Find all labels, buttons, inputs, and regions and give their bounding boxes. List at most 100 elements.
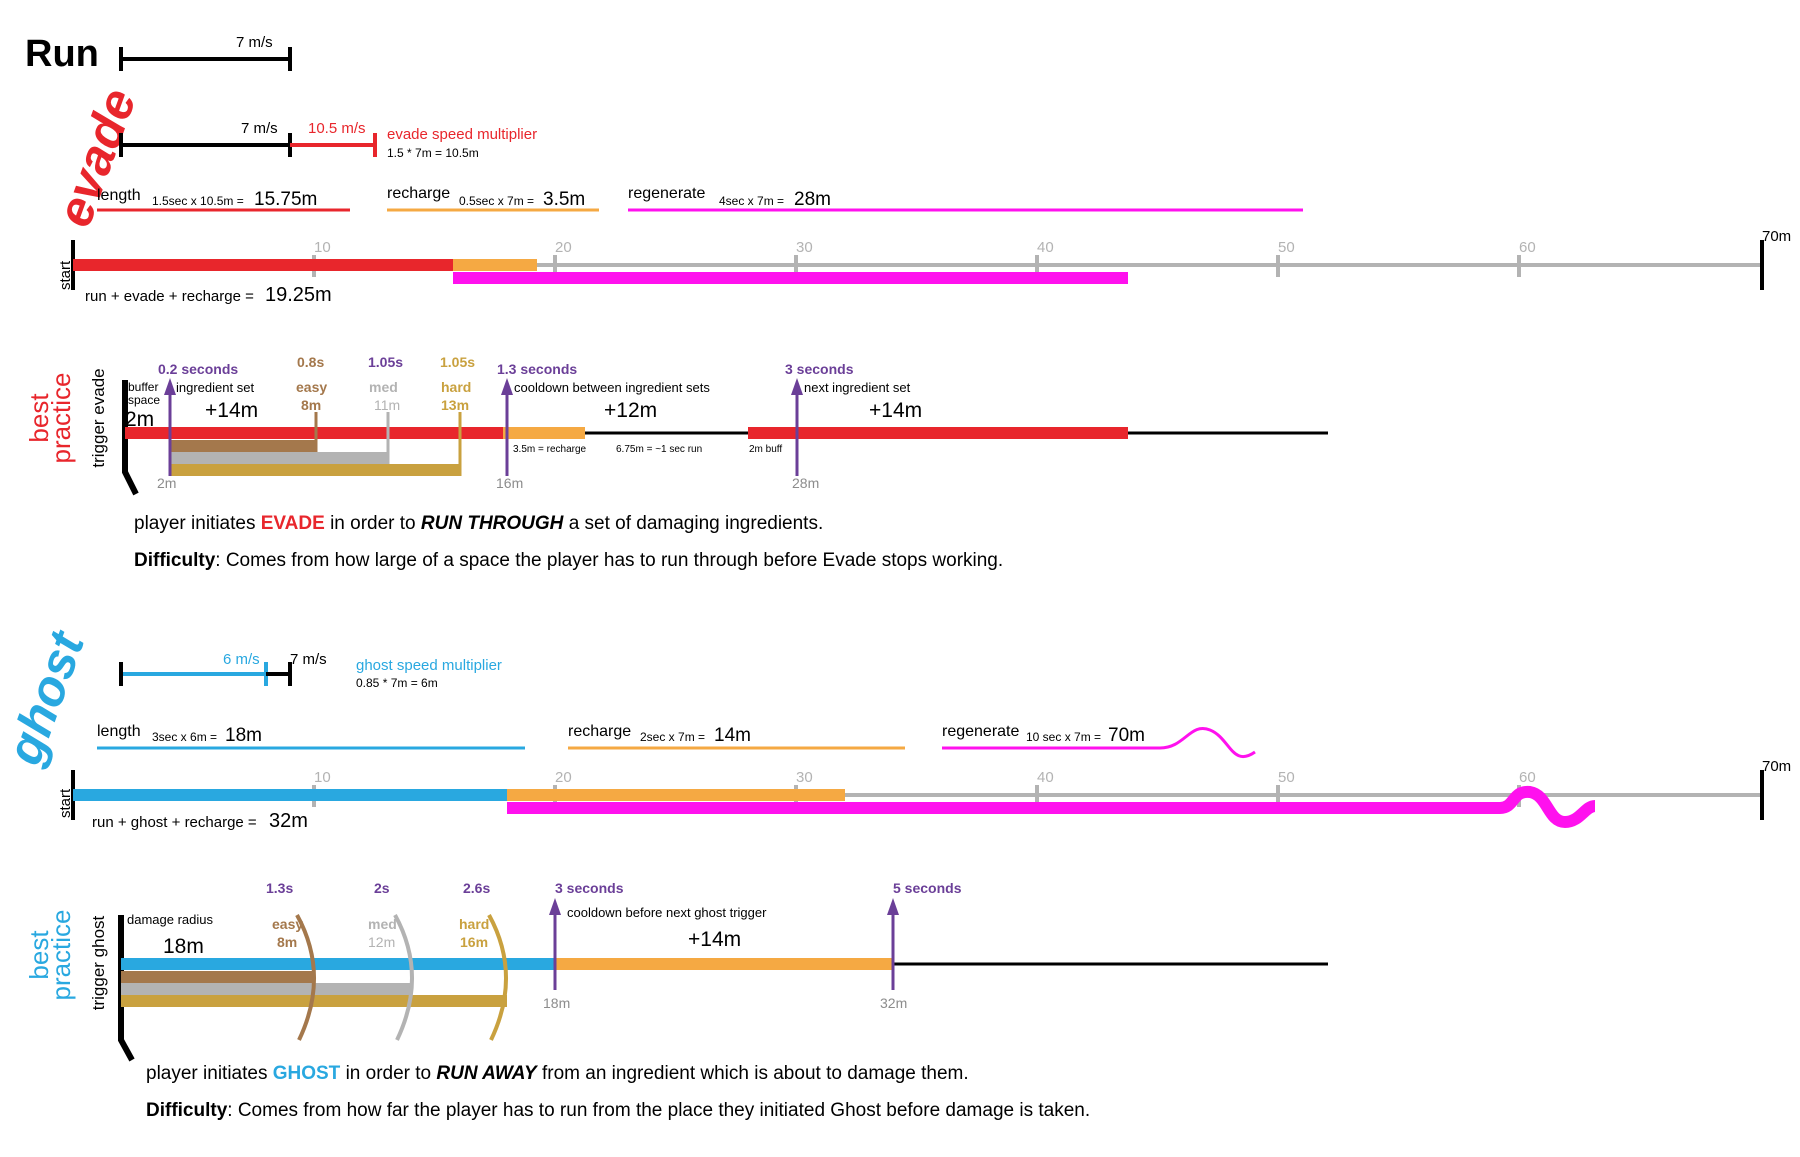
evade-pos-2: 16m: [496, 475, 523, 491]
evade-total-value: 19.25m: [265, 284, 332, 306]
evade-buffer-line2: space: [128, 393, 160, 407]
evade-t1-time: 0.2 seconds: [158, 361, 238, 377]
evade-length-bar: [73, 259, 453, 271]
evade-best-practice-section: best practice trigger evade buffer space…: [24, 354, 1328, 571]
evade-easy-time: 0.8s: [297, 354, 324, 370]
evade-trigger-marker: [122, 380, 139, 496]
ghost-tick-label-50: 50: [1278, 769, 1295, 786]
evade-total-formula: run + evade + recharge =: [85, 288, 254, 305]
evade-tick-label-30: 30: [796, 239, 813, 256]
ghost-total-formula: run + ghost + recharge =: [92, 814, 257, 831]
evade-buff-note: 2m buff: [749, 444, 782, 455]
ghost-difficulty-label: Difficulty: [146, 1100, 228, 1121]
evade-t2-time: 1.3 seconds: [497, 361, 577, 377]
ghost-easy-arc: [295, 914, 316, 1041]
evade-arrow-3-head: [791, 378, 803, 395]
evade-tick-label-60: 60: [1519, 239, 1536, 256]
evade-pos-1: 2m: [157, 475, 176, 491]
ghost-regenerate-formula: 10 sec x 7m =: [1026, 730, 1101, 744]
evade-multiplier-title: evade speed multiplier: [387, 126, 537, 143]
evade-recharge-bar: [453, 259, 537, 271]
evade-med-dist: 11m: [374, 397, 400, 413]
ghost-arrow-1-head: [549, 898, 561, 915]
ghost-regenerate-label: regenerate: [942, 723, 1019, 740]
ghost-med-label: med: [368, 916, 397, 932]
ghost-t2-time: 5 seconds: [893, 880, 962, 896]
evade-desc-keyword: EVADE: [261, 513, 325, 534]
ghost-length-value: 18m: [225, 725, 262, 746]
evade-regenerate-formula: 4sec x 7m =: [719, 194, 784, 208]
ghost-hard-arc: [487, 914, 508, 1041]
evade-med-label: med: [369, 379, 398, 395]
ghost-tick-label-10: 10: [314, 769, 331, 786]
run-title: Run: [25, 33, 99, 75]
evade-buffer-value: 2m: [125, 408, 154, 431]
ghost-recharge-formula: 2sec x 7m =: [640, 730, 705, 744]
evade-arrow-2-head: [501, 378, 513, 395]
evade-length-label: length: [97, 187, 141, 204]
ghost-title: ghost: [0, 623, 96, 773]
evade-regenerate-bar: [453, 272, 1128, 284]
ghost-tick-label-60: 60: [1519, 769, 1536, 786]
ghost-arrow-2-head: [887, 898, 899, 915]
ghost-regenerate-legend-line: [942, 727, 1256, 759]
ghost-recharge-label: recharge: [568, 723, 631, 740]
ghost-trigger-label: trigger ghost: [89, 915, 108, 1010]
evade-regenerate-value: 28m: [794, 189, 831, 210]
ghost-easy-time: 1.3s: [266, 880, 293, 896]
evade-best-evade-bar-2: [748, 427, 1128, 439]
ghost-radius-label: damage radius: [127, 912, 213, 927]
ghost-desc-action: RUN AWAY: [436, 1063, 539, 1084]
ghost-section: ghost 6 m/s 7 m/s ghost speed multiplier…: [0, 623, 1791, 832]
ghost-length-label: length: [97, 723, 141, 740]
ghost-multiplier-title: ghost speed multiplier: [356, 657, 502, 674]
ghost-best-title-line1: best: [24, 930, 54, 980]
evade-end-label: 70m: [1762, 228, 1791, 245]
evade-ticks: 10 20 30 40 50 60: [312, 239, 1536, 277]
evade-difficulty-label: Difficulty: [134, 550, 216, 571]
evade-hard-dist: 13m: [441, 397, 469, 413]
evade-desc-middle: in order to: [330, 513, 416, 534]
ghost-recharge-bar: [507, 789, 845, 801]
ghost-pos-1: 18m: [543, 995, 570, 1011]
evade-med-bar: [170, 452, 388, 464]
evade-recharge-label: recharge: [387, 185, 450, 202]
evade-difficulty: Difficulty: Comes from how large of a sp…: [134, 550, 1003, 571]
evade-easy-label: easy: [296, 379, 327, 395]
evade-start-label: start: [57, 260, 74, 290]
evade-tick-label-50: 50: [1278, 239, 1295, 256]
ghost-best-title-line2: practice: [46, 909, 76, 1000]
evade-t3-label: next ingredient set: [804, 380, 911, 395]
run-section: Run 7 m/s: [25, 33, 292, 75]
ghost-tick-label-20: 20: [555, 769, 572, 786]
ghost-desc-suffix: from an ingredient which is about to dam…: [542, 1063, 969, 1084]
evade-easy-bar: [170, 440, 316, 452]
evade-boost-speed-label: 10.5 m/s: [308, 120, 366, 137]
evade-base-speed-label: 7 m/s: [241, 120, 278, 137]
evade-easy-dist: 8m: [301, 397, 321, 413]
evade-best-title-line2: practice: [46, 372, 76, 463]
ghost-total-value: 32m: [269, 810, 308, 832]
evade-best-recharge-bar: [503, 427, 585, 439]
ghost-multiplier-formula: 0.85 * 7m = 6m: [356, 676, 438, 690]
evade-regenerate-label: regenerate: [628, 185, 705, 202]
evade-tick-label-40: 40: [1037, 239, 1054, 256]
evade-trigger-label: trigger evade: [89, 368, 108, 467]
ghost-med-arc: [393, 914, 414, 1041]
evade-desc-prefix: player initiates: [134, 513, 255, 534]
ghost-start-label: start: [57, 788, 74, 818]
ghost-med-bar: [121, 983, 411, 995]
evade-length-formula: 1.5sec x 10.5m =: [152, 194, 244, 208]
ghost-timing-arrows: [549, 898, 899, 990]
ghost-regenerate-value: 70m: [1108, 725, 1145, 746]
evade-best-title-line1: best: [24, 393, 54, 443]
ghost-end-label: 70m: [1762, 758, 1791, 775]
ghost-easy-bar: [121, 971, 314, 983]
evade-length-value: 15.75m: [254, 189, 317, 210]
ghost-description: player initiates GHOST in order to RUN A…: [146, 1063, 969, 1084]
evade-section: evade 7 m/s 10.5 m/s evade speed multipl…: [46, 81, 1791, 306]
evade-t2-value: +12m: [604, 399, 657, 422]
evade-description: player initiates EVADE in order to RUN T…: [134, 513, 823, 534]
ghost-desc-keyword: GHOST: [273, 1063, 341, 1084]
